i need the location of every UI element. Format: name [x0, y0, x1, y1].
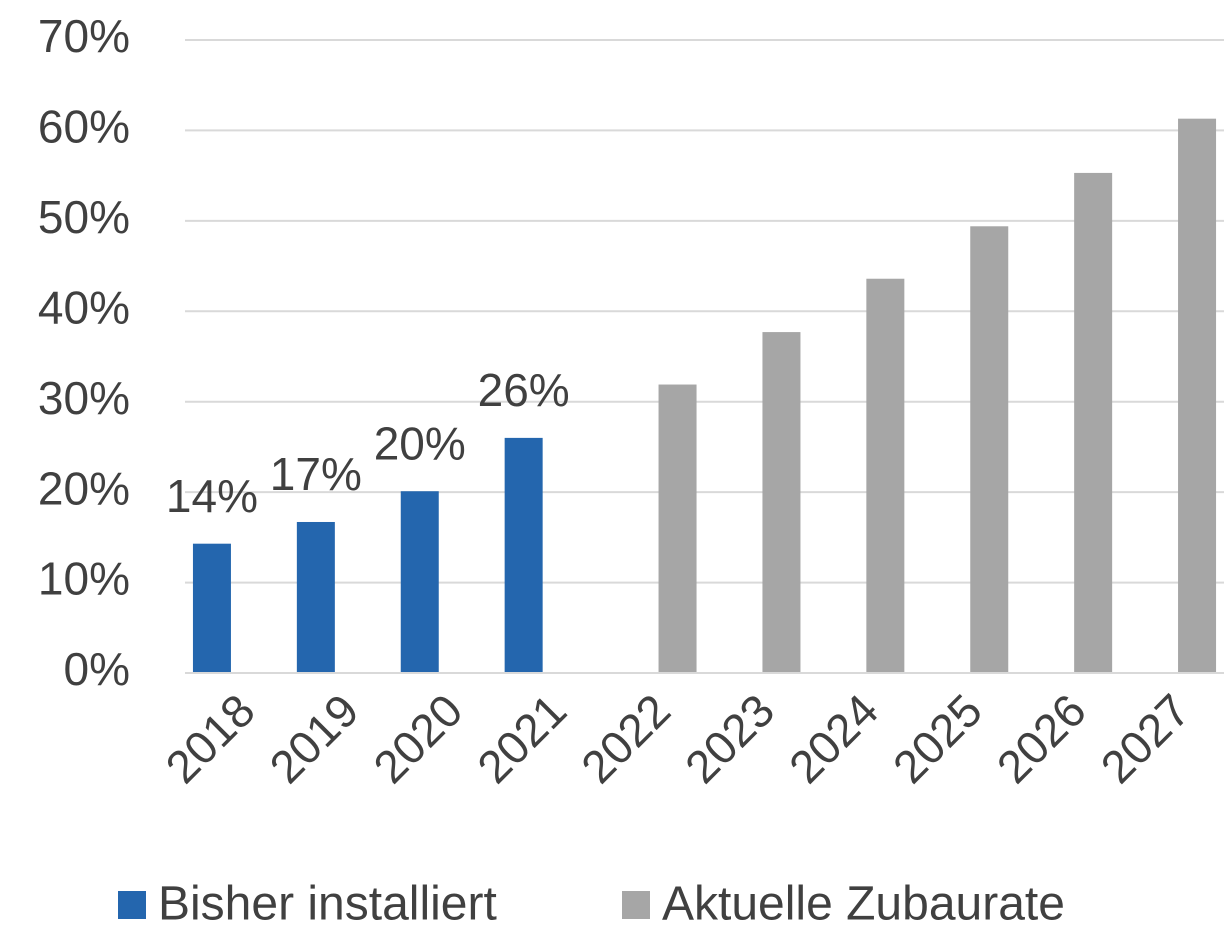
x-tick-label: 2027 [1091, 684, 1200, 793]
legend-label: Bisher installiert [158, 878, 497, 927]
data-label: 14% [166, 470, 258, 522]
data-label: 20% [374, 417, 466, 469]
y-tick-label: 60% [38, 101, 130, 153]
bar [296, 521, 335, 673]
bar [866, 278, 905, 673]
bar [192, 543, 231, 673]
legend-label: Aktuelle Zubaurate [662, 878, 1065, 927]
bar [400, 491, 439, 673]
y-tick-label: 30% [38, 372, 130, 424]
x-tick-label: 2018 [155, 684, 264, 793]
legend-swatch [622, 891, 650, 919]
y-tick-label: 10% [38, 553, 130, 605]
bar [658, 384, 697, 673]
x-tick-label: 2023 [675, 684, 784, 793]
bar [1074, 172, 1113, 673]
x-tick-label: 2025 [883, 684, 992, 793]
x-tick-label: 2024 [779, 684, 888, 793]
x-tick-label: 2020 [363, 684, 472, 793]
x-tick-label: 2019 [259, 684, 368, 793]
data-label: 17% [270, 448, 362, 500]
x-tick-label: 2021 [467, 684, 576, 793]
y-tick-label: 70% [38, 10, 130, 62]
bar [762, 332, 801, 673]
bar [970, 226, 1009, 674]
legend-swatch [118, 891, 146, 919]
bar [504, 437, 543, 673]
y-tick-label: 40% [38, 281, 130, 333]
y-tick-label: 0% [64, 643, 130, 695]
y-tick-label: 50% [38, 191, 130, 243]
y-tick-label: 20% [38, 462, 130, 514]
bar [1178, 118, 1217, 674]
x-tick-label: 2022 [571, 684, 680, 793]
x-tick-label: 2026 [987, 684, 1096, 793]
data-label: 26% [478, 364, 570, 416]
